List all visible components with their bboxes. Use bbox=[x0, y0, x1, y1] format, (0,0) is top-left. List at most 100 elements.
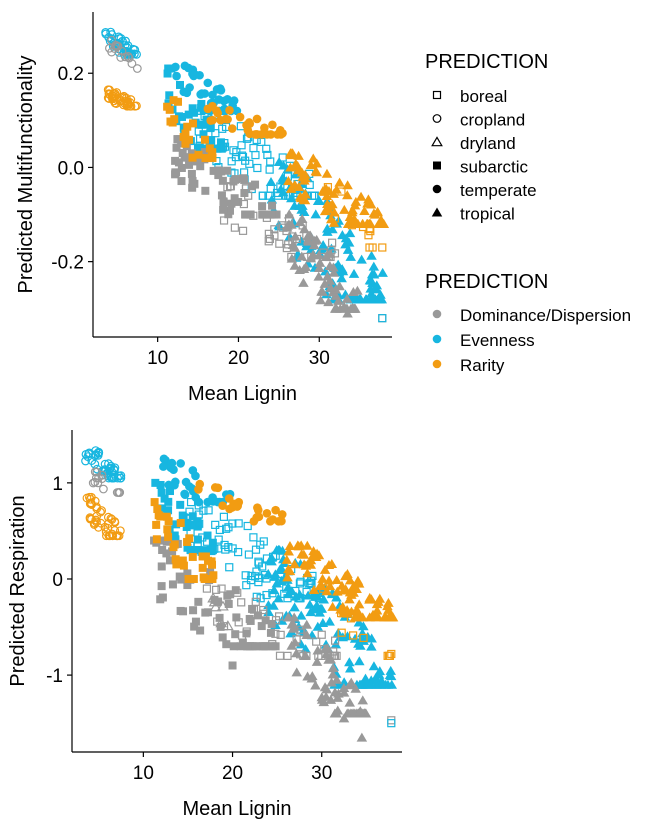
data-point bbox=[354, 656, 365, 666]
data-point bbox=[362, 198, 373, 208]
data-point bbox=[373, 596, 384, 606]
data-point bbox=[303, 236, 314, 246]
data-point bbox=[289, 260, 301, 270]
data-point bbox=[348, 268, 360, 278]
data-point bbox=[237, 141, 246, 150]
data-point bbox=[208, 115, 217, 125]
dryland-key bbox=[431, 136, 443, 147]
data-point bbox=[307, 580, 316, 589]
data-point bbox=[293, 541, 305, 551]
data-point bbox=[214, 535, 223, 544]
data-point bbox=[346, 207, 358, 217]
data-point bbox=[253, 611, 262, 620]
data-point bbox=[249, 211, 258, 220]
data-point bbox=[219, 205, 228, 214]
data-point bbox=[162, 512, 171, 521]
data-point bbox=[177, 177, 186, 186]
data-point bbox=[225, 563, 234, 572]
data-point bbox=[383, 597, 394, 607]
data-point bbox=[209, 601, 222, 612]
data-point bbox=[346, 677, 357, 687]
data-point bbox=[97, 470, 107, 480]
data-point bbox=[271, 505, 280, 515]
data-point bbox=[168, 118, 177, 127]
data-point bbox=[348, 581, 359, 591]
data-point bbox=[286, 253, 298, 263]
data-point bbox=[199, 130, 208, 139]
data-point bbox=[387, 716, 396, 725]
data-point bbox=[260, 642, 269, 651]
data-point bbox=[316, 286, 327, 296]
data-point bbox=[264, 237, 273, 246]
data-point bbox=[341, 293, 353, 303]
data-point bbox=[200, 89, 210, 98]
data-point bbox=[319, 584, 328, 593]
data-point bbox=[253, 163, 262, 173]
data-point bbox=[164, 497, 173, 506]
data-point bbox=[342, 308, 353, 318]
data-point bbox=[227, 199, 236, 208]
subarctic-key bbox=[433, 161, 441, 170]
shape-legend-label: temperate bbox=[460, 181, 537, 200]
data-point bbox=[242, 629, 251, 638]
data-point bbox=[181, 129, 190, 138]
data-point bbox=[211, 520, 220, 529]
data-point bbox=[370, 672, 382, 682]
data-point bbox=[172, 560, 181, 569]
data-point bbox=[263, 150, 272, 160]
data-point bbox=[207, 136, 216, 145]
data-point bbox=[186, 513, 195, 523]
data-point bbox=[286, 193, 297, 203]
data-point bbox=[201, 186, 210, 195]
data-point bbox=[283, 651, 292, 660]
data-point bbox=[248, 604, 257, 613]
data-point bbox=[317, 185, 329, 195]
data-point bbox=[185, 534, 194, 543]
data-point bbox=[223, 183, 232, 192]
data-point bbox=[295, 191, 306, 201]
data-point bbox=[177, 139, 186, 148]
data-point bbox=[195, 142, 204, 151]
data-point bbox=[387, 649, 396, 659]
data-point bbox=[124, 53, 134, 63]
data-point bbox=[281, 554, 293, 564]
data-point bbox=[294, 265, 305, 275]
data-point bbox=[294, 201, 305, 211]
data-point bbox=[183, 581, 192, 590]
data-point bbox=[378, 218, 390, 228]
data-point bbox=[231, 630, 240, 639]
data-point bbox=[297, 625, 306, 634]
data-point bbox=[372, 207, 383, 217]
data-point bbox=[165, 556, 174, 565]
data-point bbox=[368, 261, 380, 271]
data-point bbox=[176, 500, 185, 509]
data-point bbox=[211, 129, 220, 138]
data-point bbox=[296, 577, 305, 586]
data-point bbox=[342, 180, 353, 190]
data-point bbox=[228, 519, 237, 528]
data-point bbox=[172, 168, 181, 177]
data-point bbox=[232, 175, 241, 184]
boreal-key bbox=[432, 90, 442, 100]
data-point bbox=[210, 483, 220, 492]
data-point bbox=[284, 540, 296, 550]
data-point bbox=[353, 617, 365, 627]
data-point bbox=[194, 127, 203, 136]
data-point bbox=[251, 130, 260, 139]
data-point bbox=[289, 179, 301, 189]
data-point bbox=[246, 210, 255, 219]
data-point bbox=[362, 631, 374, 641]
data-point bbox=[158, 593, 167, 602]
data-point bbox=[159, 462, 168, 471]
data-point bbox=[291, 648, 302, 658]
data-point bbox=[236, 642, 245, 651]
data-point bbox=[230, 223, 239, 232]
data-point bbox=[366, 250, 377, 260]
data-point bbox=[169, 96, 178, 105]
data-point bbox=[259, 605, 268, 615]
data-point bbox=[258, 191, 267, 200]
data-point bbox=[157, 562, 166, 571]
data-point bbox=[185, 482, 194, 491]
data-point bbox=[171, 535, 180, 544]
data-point bbox=[312, 637, 321, 646]
